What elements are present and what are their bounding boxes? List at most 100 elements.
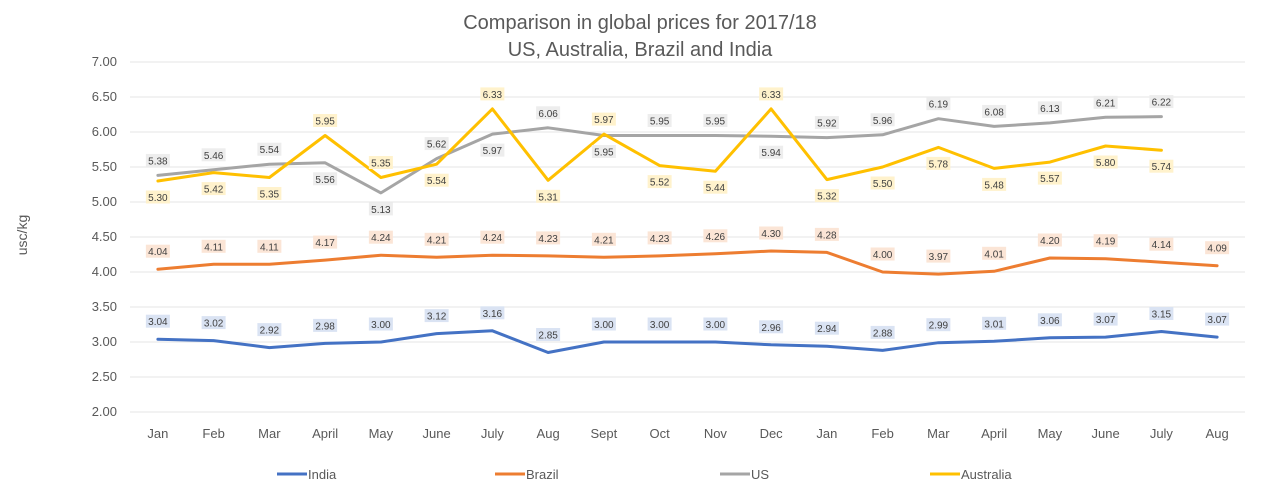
- data-label: 3.07: [1207, 315, 1227, 326]
- data-label-bg: [424, 232, 449, 246]
- data-label-bg: [145, 244, 170, 258]
- x-tick-label: Aug: [537, 426, 560, 441]
- data-label-bg: [647, 114, 672, 127]
- data-label: 3.15: [1152, 310, 1172, 321]
- data-label: 5.31: [538, 192, 558, 203]
- data-label: 6.19: [929, 100, 949, 111]
- data-label-bg: [591, 317, 616, 331]
- data-label-bg: [759, 226, 784, 240]
- data-label: 4.30: [761, 229, 781, 240]
- data-label-bg: [870, 247, 895, 261]
- data-label: 5.54: [427, 176, 447, 187]
- data-label: 2.94: [817, 324, 837, 335]
- data-label: 5.38: [148, 156, 168, 167]
- y-tick-label: 4.50: [92, 229, 117, 244]
- data-label: 3.02: [204, 319, 224, 330]
- data-label: 4.28: [817, 230, 837, 241]
- data-label-bg: [982, 246, 1007, 260]
- y-tick-label: 5.00: [92, 194, 117, 209]
- data-label: 5.54: [260, 145, 280, 156]
- data-label: 5.52: [650, 178, 670, 189]
- data-label: 5.96: [873, 116, 893, 127]
- data-label-bg: [536, 231, 561, 245]
- series-india: [156, 329, 1219, 354]
- data-label: 2.85: [538, 331, 558, 342]
- data-label-bg: [982, 177, 1007, 191]
- data-label-bg: [480, 143, 505, 157]
- chart-subtitle: US, Australia, Brazil and India: [507, 39, 773, 61]
- x-tick-label: May: [1038, 426, 1063, 441]
- y-tick-label: 3.50: [92, 299, 117, 314]
- data-label-bg: [313, 318, 338, 332]
- chart-title-line1: Comparison in global prices for 2017/18: [463, 12, 817, 34]
- data-label-bg: [536, 328, 561, 341]
- data-label-bg: [257, 323, 282, 337]
- data-label-bg: [1149, 237, 1174, 251]
- series-brazil: [156, 249, 1219, 276]
- data-label-bg: [424, 137, 449, 151]
- y-tick-label: 2.50: [92, 369, 117, 384]
- data-label: 4.26: [706, 232, 726, 243]
- data-label-bg: [536, 106, 561, 120]
- data-label-bg: [759, 87, 784, 101]
- y-tick-label: 2.00: [92, 404, 117, 419]
- data-label: 4.01: [984, 249, 1004, 260]
- y-tick-label: 3.00: [92, 334, 117, 349]
- legend-label-brazil: Brazil: [526, 467, 559, 482]
- data-label-bg: [1093, 95, 1118, 109]
- data-label: 3.06: [1040, 316, 1060, 327]
- data-label: 3.12: [427, 312, 447, 323]
- data-label-bg: [1149, 95, 1174, 109]
- data-label-bg: [313, 114, 338, 127]
- x-tick-label: June: [423, 426, 451, 441]
- data-label: 3.97: [929, 252, 949, 263]
- data-label: 6.13: [1040, 104, 1060, 115]
- data-label-bg: [926, 97, 951, 111]
- data-label-bg: [814, 321, 839, 335]
- x-tick-label: Nov: [704, 426, 728, 441]
- data-label: 4.00: [873, 250, 893, 261]
- data-label: 6.06: [538, 109, 558, 120]
- x-tick-label: Jan: [147, 426, 168, 441]
- data-label: 5.30: [148, 193, 168, 204]
- data-label-bg: [926, 156, 951, 170]
- data-label: 3.00: [650, 320, 670, 331]
- data-label: 4.11: [204, 242, 223, 253]
- data-label-bg: [1149, 159, 1174, 173]
- series-australia: [156, 107, 1163, 183]
- data-label-bg: [368, 230, 393, 244]
- data-label: 5.95: [594, 148, 614, 159]
- data-label: 4.04: [148, 247, 168, 258]
- data-label: 2.96: [761, 323, 781, 334]
- data-label: 3.16: [483, 309, 503, 320]
- data-label-bg: [703, 317, 728, 331]
- data-label-bg: [313, 172, 338, 186]
- y-tick-label: 6.50: [92, 89, 117, 104]
- data-label: 4.23: [538, 234, 558, 245]
- y-tick-label: 7.00: [92, 54, 117, 69]
- data-label-bg: [1093, 234, 1118, 248]
- data-label-bg: [591, 112, 616, 126]
- y-tick-label: 5.50: [92, 159, 117, 174]
- data-label-bg: [257, 187, 282, 200]
- x-tick-label: Aug: [1206, 426, 1229, 441]
- data-label-bg: [814, 116, 839, 130]
- data-label: 5.97: [594, 115, 614, 126]
- data-labels-australia: 5.30 5.42 5.35 5.95 5.35 5.54 6.33 5.31 5.97 5.52…: [145, 87, 1174, 204]
- data-label-bg: [759, 145, 784, 159]
- data-label-bg: [982, 104, 1007, 118]
- data-label: 4.20: [1040, 236, 1060, 247]
- data-label-bg: [201, 182, 226, 196]
- data-label-bg: [647, 175, 672, 189]
- data-label: 6.22: [1152, 98, 1172, 109]
- data-label-bg: [1093, 312, 1118, 326]
- data-label: 6.33: [761, 90, 781, 101]
- x-tick-label: Feb: [871, 426, 893, 441]
- x-tick-label: April: [312, 426, 338, 441]
- data-label: 4.19: [1096, 237, 1116, 248]
- data-label-bg: [591, 145, 616, 158]
- data-label: 6.33: [483, 90, 503, 101]
- data-label-bg: [201, 239, 226, 253]
